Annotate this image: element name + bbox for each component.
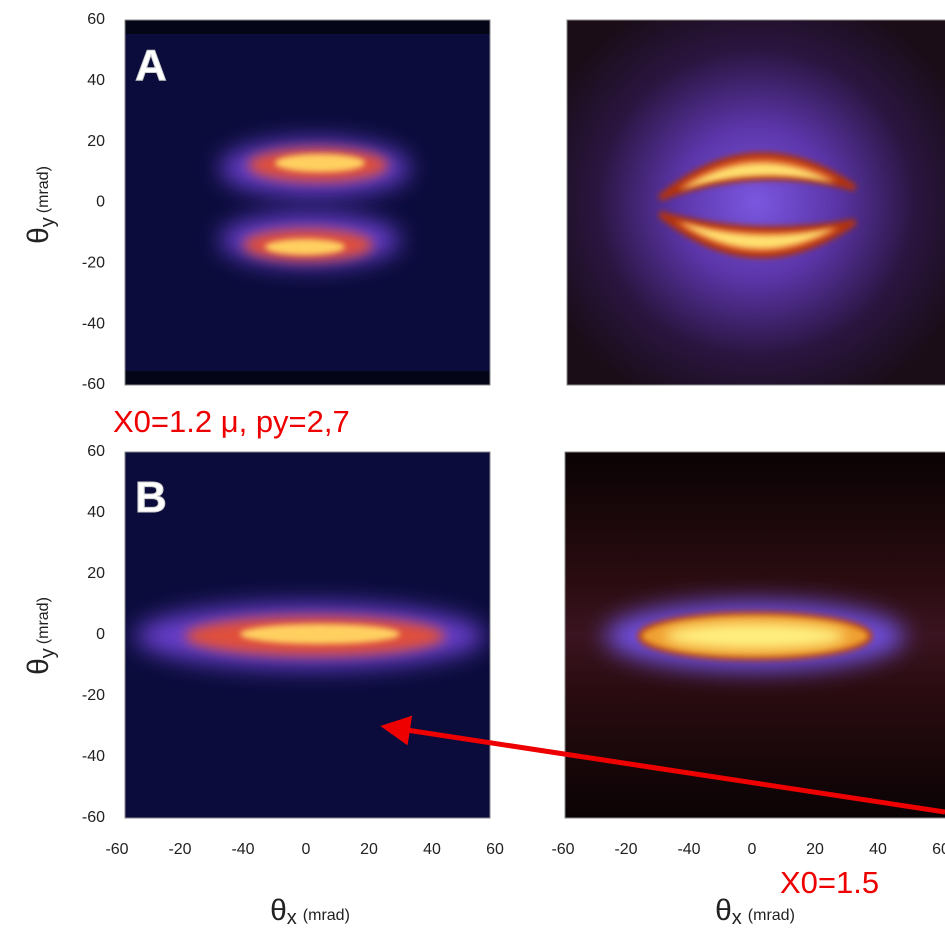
- axis-subscript: x: [732, 907, 742, 929]
- y-tick-label: -20: [82, 255, 105, 272]
- x-tick-label: 60: [932, 841, 945, 858]
- axis-unit: (mrad): [35, 166, 52, 213]
- annotation: X0=1.5: [780, 865, 879, 900]
- y-tick-label: -40: [82, 315, 105, 332]
- axis-unit: (mrad): [303, 907, 350, 924]
- x-tick-label: 60: [486, 841, 504, 858]
- y-tick-label: 0: [96, 626, 105, 643]
- axis-symbol: θ: [715, 894, 732, 927]
- y-axis-title: θy (mrad): [22, 597, 59, 675]
- axis-symbol: θ: [22, 227, 55, 244]
- y-tick-label: 40: [87, 72, 105, 89]
- annotation: X0=1.2 μ, py=2,7: [113, 404, 350, 439]
- y-axis-title: θy (mrad): [22, 166, 59, 244]
- x-axis-title: θx (mrad): [715, 894, 795, 929]
- y-tick-label: 60: [87, 443, 105, 460]
- frame: [124, 451, 491, 819]
- heatmap-a: [125, 20, 490, 385]
- panel-label: A: [135, 41, 167, 90]
- axis-symbol: θ: [22, 658, 55, 675]
- frame: [564, 451, 945, 819]
- x-axis-title: θx (mrad): [270, 894, 350, 929]
- panel-label: B: [135, 473, 167, 522]
- y-tick-label: 20: [87, 133, 105, 150]
- arrow: [380, 715, 945, 815]
- axis-subscript: x: [287, 907, 297, 929]
- x-tick-label: 20: [360, 841, 378, 858]
- y-tick-label: 60: [87, 11, 105, 28]
- y-tick-label: 0: [96, 194, 105, 211]
- heatmap-a-sim: [567, 20, 945, 385]
- x-tick-label: 0: [748, 841, 757, 858]
- x-tick-label: -20: [614, 841, 637, 858]
- y-tick-label: -20: [82, 687, 105, 704]
- axis-unit: (mrad): [35, 597, 52, 644]
- heatmap-b-sim: [565, 452, 945, 818]
- frame: [566, 19, 945, 386]
- y-tick-label: -40: [82, 748, 105, 765]
- y-tick-label: -60: [82, 376, 105, 393]
- x-tick-label: -60: [551, 841, 574, 858]
- axis-unit: (mrad): [748, 907, 795, 924]
- y-tick-label: 40: [87, 504, 105, 521]
- frame: [124, 19, 491, 386]
- x-tick-label: -40: [231, 841, 254, 858]
- x-tick-label: 20: [806, 841, 824, 858]
- axis-subscript: y: [37, 217, 59, 227]
- axis-symbol: θ: [270, 894, 287, 927]
- x-tick-label: 40: [423, 841, 441, 858]
- x-tick-label: 40: [869, 841, 887, 858]
- x-tick-label: -60: [105, 841, 128, 858]
- x-tick-label: -40: [677, 841, 700, 858]
- x-tick-label: 0: [302, 841, 311, 858]
- axis-subscript: y: [37, 648, 59, 658]
- y-tick-label: -60: [82, 809, 105, 826]
- y-tick-label: 20: [87, 565, 105, 582]
- x-tick-label: -20: [168, 841, 191, 858]
- heatmap-b: [125, 452, 490, 818]
